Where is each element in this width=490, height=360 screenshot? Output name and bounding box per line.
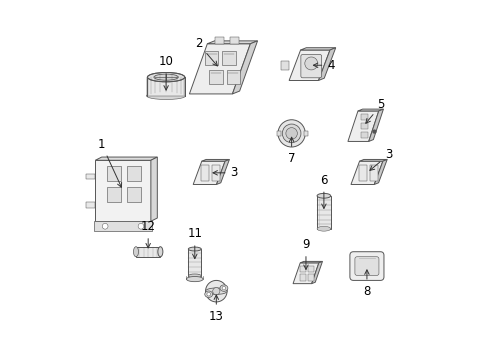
Text: 11: 11: [187, 227, 202, 258]
Circle shape: [213, 288, 220, 295]
Polygon shape: [95, 160, 151, 221]
Bar: [304, 131, 309, 136]
Circle shape: [286, 128, 297, 139]
Bar: [359, 165, 367, 181]
Ellipse shape: [133, 247, 139, 257]
Ellipse shape: [188, 247, 201, 251]
Bar: [107, 166, 121, 181]
Text: 7: 7: [288, 137, 295, 165]
Polygon shape: [190, 44, 250, 94]
Polygon shape: [312, 261, 322, 284]
Polygon shape: [300, 48, 336, 50]
FancyBboxPatch shape: [350, 252, 384, 280]
Ellipse shape: [317, 226, 331, 231]
Bar: [300, 274, 306, 281]
Text: 12: 12: [141, 220, 156, 248]
Circle shape: [102, 224, 108, 229]
FancyBboxPatch shape: [301, 54, 321, 78]
Ellipse shape: [205, 291, 213, 297]
Polygon shape: [232, 41, 258, 94]
Bar: [201, 165, 209, 181]
Bar: [277, 131, 281, 136]
Bar: [212, 165, 220, 181]
Bar: [222, 51, 236, 65]
Polygon shape: [151, 157, 157, 221]
Text: 13: 13: [209, 295, 224, 323]
Bar: [127, 166, 141, 181]
Polygon shape: [202, 159, 229, 161]
Bar: [86, 202, 95, 208]
Bar: [205, 51, 219, 65]
Text: 3: 3: [213, 166, 238, 179]
Polygon shape: [318, 48, 336, 81]
Bar: [226, 70, 240, 84]
Bar: [361, 114, 368, 120]
Polygon shape: [374, 159, 387, 184]
Bar: [86, 174, 95, 179]
Bar: [361, 123, 368, 129]
Ellipse shape: [158, 247, 163, 257]
Bar: [361, 132, 368, 138]
Bar: [216, 37, 224, 44]
Text: 5: 5: [366, 98, 385, 123]
Polygon shape: [351, 161, 383, 184]
FancyBboxPatch shape: [355, 257, 379, 275]
Circle shape: [373, 130, 376, 133]
Circle shape: [138, 224, 144, 229]
Bar: [317, 196, 331, 229]
Ellipse shape: [147, 92, 186, 99]
Ellipse shape: [154, 74, 178, 80]
Circle shape: [207, 292, 211, 296]
Bar: [281, 61, 289, 69]
Circle shape: [282, 124, 301, 143]
Polygon shape: [348, 111, 379, 141]
Polygon shape: [368, 109, 383, 141]
Text: 4: 4: [314, 59, 335, 72]
Text: 3: 3: [370, 148, 392, 170]
Polygon shape: [217, 159, 229, 184]
Ellipse shape: [317, 193, 331, 198]
Polygon shape: [360, 159, 387, 161]
Ellipse shape: [188, 274, 201, 278]
Bar: [127, 187, 141, 202]
Bar: [369, 165, 377, 181]
Polygon shape: [358, 109, 383, 111]
Ellipse shape: [220, 285, 228, 291]
Polygon shape: [95, 157, 157, 160]
Text: 2: 2: [195, 37, 218, 66]
Text: 8: 8: [363, 270, 370, 298]
Polygon shape: [207, 41, 258, 44]
Bar: [300, 266, 306, 272]
Text: 1: 1: [98, 138, 122, 187]
Circle shape: [305, 57, 318, 70]
Bar: [188, 249, 201, 276]
Text: 9: 9: [302, 238, 310, 269]
Circle shape: [278, 120, 305, 147]
Bar: [147, 77, 185, 96]
Text: 10: 10: [159, 55, 173, 90]
Circle shape: [205, 280, 227, 302]
Ellipse shape: [147, 72, 185, 82]
Polygon shape: [193, 161, 225, 184]
Bar: [230, 37, 239, 44]
Ellipse shape: [186, 276, 203, 282]
Circle shape: [222, 286, 226, 290]
Bar: [136, 247, 160, 257]
Text: 6: 6: [320, 174, 328, 208]
Bar: [209, 70, 223, 84]
Polygon shape: [289, 50, 330, 81]
Bar: [309, 266, 314, 272]
Bar: [309, 274, 314, 281]
Bar: [95, 221, 152, 231]
Polygon shape: [300, 261, 322, 263]
Polygon shape: [293, 263, 319, 284]
Ellipse shape: [205, 288, 227, 294]
Bar: [107, 187, 121, 202]
